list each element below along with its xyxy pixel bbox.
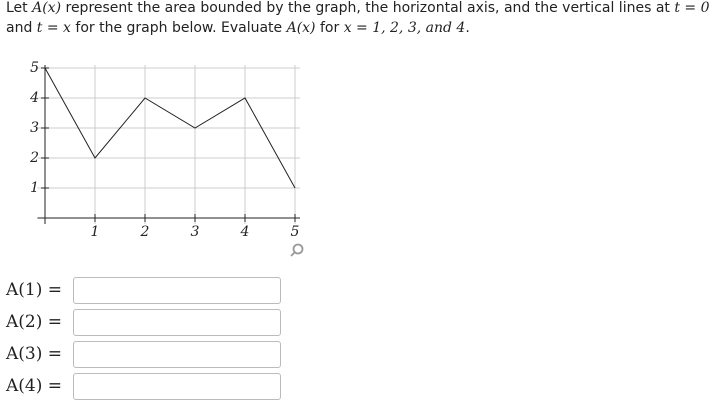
y-tick-label: 3 [30, 120, 39, 136]
text: for the graph below. Evaluate [70, 20, 287, 36]
answer-label: A(3) = [6, 344, 63, 364]
answer-input[interactable] [73, 341, 281, 368]
text: and [6, 20, 37, 36]
y-tick-label: 1 [30, 180, 39, 196]
x-tick-label: 5 [291, 224, 300, 240]
answer-input[interactable] [73, 373, 281, 400]
answer-input[interactable] [73, 309, 281, 336]
text: Let [6, 0, 33, 16]
math: A(x) [32, 0, 62, 16]
y-tick-label: 2 [29, 150, 39, 166]
prompt-line: and t = x for the graph below. Evaluate … [6, 20, 470, 36]
math: t = 0 [674, 0, 710, 16]
prompt-line: Let A(x) represent the area bounded by t… [6, 0, 710, 16]
x-tick-label: 4 [240, 224, 250, 240]
y-tick-label: 4 [29, 90, 39, 106]
y-tick-label: 5 [30, 60, 39, 76]
x-tick-label: 1 [91, 224, 100, 240]
math: A(x) [286, 20, 316, 36]
answer-input[interactable] [73, 277, 281, 304]
answer-label: A(4) = [6, 376, 63, 396]
text: . [465, 20, 470, 36]
graph-line [44, 67, 296, 189]
text: for [315, 20, 344, 36]
answer-label: A(2) = [6, 312, 63, 332]
zoom-icon[interactable] [290, 243, 304, 257]
x-tick-label: 3 [191, 224, 200, 240]
x-tick-label: 2 [140, 224, 150, 240]
answer-label: A(1) = [6, 280, 63, 300]
math: t = x [36, 20, 71, 36]
graph: 1 2 3 4 5 1 2 3 4 5 [29, 60, 304, 257]
text: represent the area bounded by the graph,… [61, 0, 675, 16]
math: x = 1, 2, 3, and 4 [343, 20, 466, 36]
